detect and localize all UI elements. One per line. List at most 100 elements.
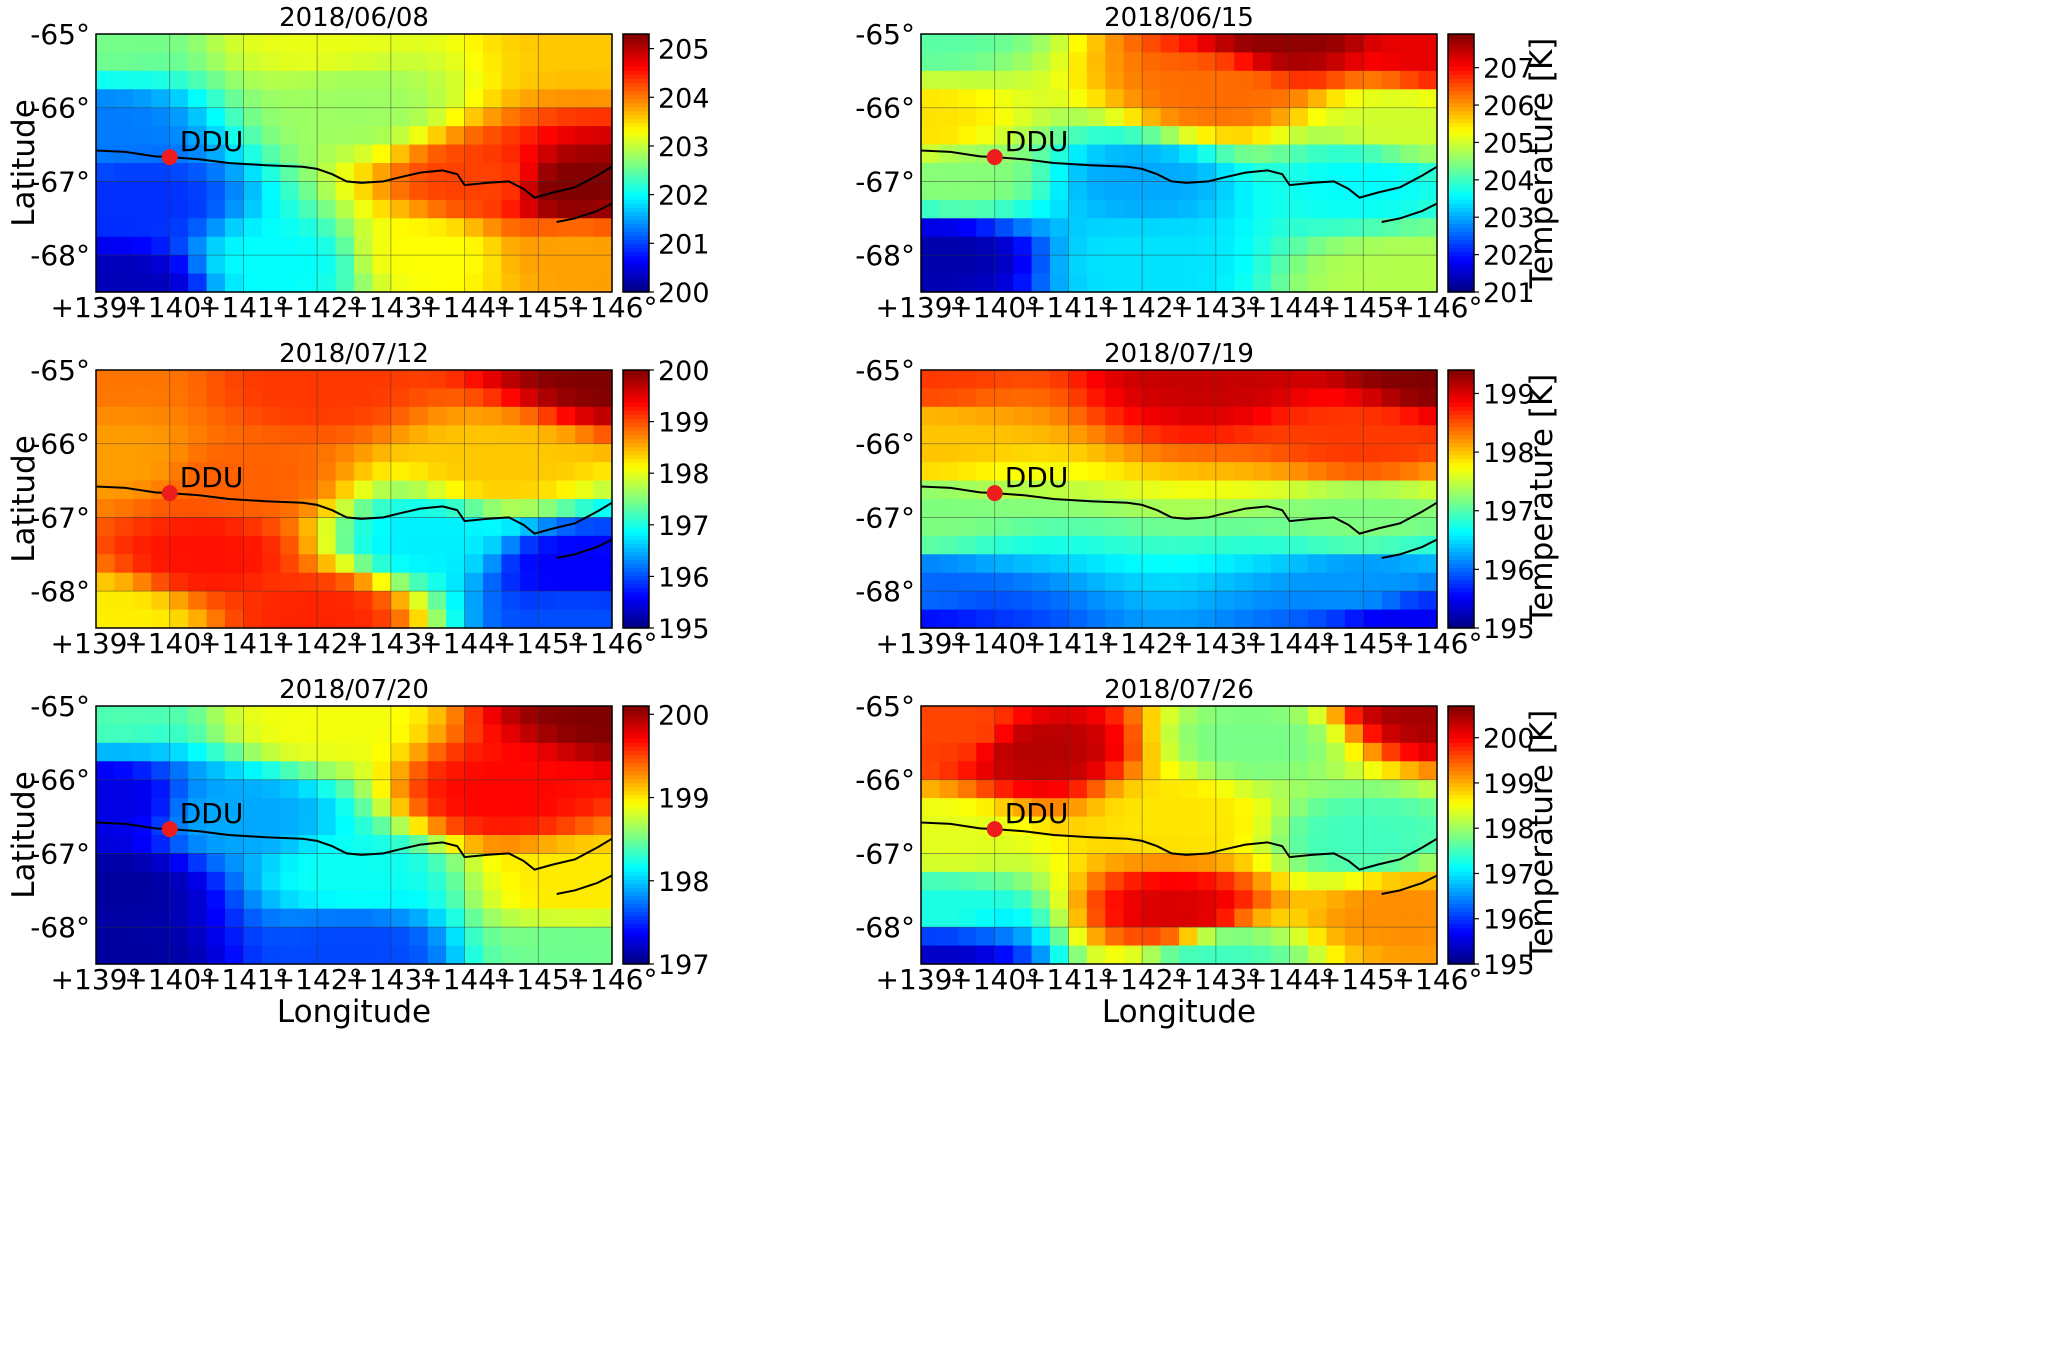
colorbar-swatch	[1448, 790, 1474, 796]
colorbar-tick-label: 197	[658, 950, 710, 981]
heatmap-cell	[1013, 908, 1033, 928]
heatmap-cell	[994, 107, 1014, 127]
colorbar-swatch	[1448, 90, 1474, 96]
heatmap-cell	[1418, 591, 1438, 611]
heatmap-cell	[188, 126, 208, 146]
heatmap-cell	[1308, 871, 1328, 891]
heatmap-cell	[1234, 724, 1254, 744]
heatmap-cell	[1050, 218, 1070, 238]
heatmap-cell	[1142, 388, 1162, 408]
heatmap-cell	[243, 779, 263, 799]
heatmap-cell	[957, 554, 977, 574]
colorbar-swatch	[1448, 402, 1474, 407]
heatmap-cell	[280, 779, 300, 799]
heatmap-cell	[1381, 798, 1401, 818]
heatmap-cell	[1326, 554, 1346, 574]
heatmap-cell	[132, 591, 152, 611]
colorbar-swatch	[623, 243, 649, 249]
heatmap-cell	[519, 706, 539, 726]
heatmap-cell	[390, 779, 410, 799]
heatmap-cell	[1308, 126, 1328, 146]
colorbar-swatch	[1448, 474, 1474, 480]
heatmap-cell	[501, 779, 521, 799]
heatmap-cell	[1400, 706, 1420, 726]
colorbar-swatch	[1448, 446, 1474, 452]
heatmap-cell	[593, 126, 613, 146]
heatmap-cell	[298, 89, 318, 109]
x-tick-label: +140°	[124, 963, 215, 996]
heatmap-cell	[446, 761, 466, 781]
heatmap-cell	[464, 927, 484, 947]
heatmap-cell	[96, 52, 116, 72]
heatmap-cell	[1418, 70, 1438, 90]
heatmap-cell	[372, 107, 392, 127]
heatmap-cell	[957, 908, 977, 928]
heatmap-cell	[390, 835, 410, 855]
heatmap-cell	[593, 34, 613, 54]
heatmap-cell	[519, 89, 539, 109]
heatmap-cell	[519, 499, 539, 519]
heatmap-cell	[1234, 908, 1254, 928]
heatmap-cell	[243, 406, 263, 426]
heatmap-cell	[298, 70, 318, 90]
map-panel-6: DDU2018/07/26-65°-66°-67°-68°+139°+140°+…	[855, 675, 1560, 1030]
colorbar-swatch	[1448, 794, 1474, 800]
heatmap-cell	[939, 871, 959, 891]
heatmap-cell	[538, 370, 558, 390]
heatmap-cell	[446, 107, 466, 127]
heatmap-cell	[1068, 761, 1088, 781]
colorbar-swatch	[1448, 871, 1474, 876]
heatmap-cell	[939, 742, 959, 762]
heatmap-cell	[556, 199, 576, 219]
heatmap-cell	[1326, 70, 1346, 90]
heatmap-cell	[132, 236, 152, 256]
heatmap-cell	[1086, 126, 1106, 146]
heatmap-cell	[298, 425, 318, 445]
heatmap-cell	[372, 199, 392, 219]
heatmap-cell	[501, 236, 521, 256]
heatmap-cell	[1123, 218, 1143, 238]
heatmap-cell	[1400, 126, 1420, 146]
heatmap-cell	[1179, 798, 1199, 818]
colorbar-swatch	[1448, 835, 1474, 840]
colorbar-swatch	[623, 615, 649, 621]
heatmap-cell	[994, 779, 1014, 799]
heatmap-cell	[1086, 144, 1106, 164]
heatmap-cell	[409, 871, 429, 891]
heatmap-cell	[372, 462, 392, 482]
plot-frame	[95, 705, 613, 965]
heatmap-cell	[1215, 52, 1235, 72]
heatmap-cell	[169, 70, 189, 90]
heatmap-cell	[243, 742, 263, 762]
heatmap-cell	[1252, 890, 1272, 910]
heatmap-cell	[206, 517, 226, 537]
heatmap-cell	[538, 52, 558, 72]
heatmap-cell	[354, 425, 374, 445]
heatmap-cell	[335, 927, 355, 947]
heatmap-cell	[317, 853, 337, 873]
heatmap-cell	[1400, 517, 1420, 537]
heatmap-cell	[1400, 835, 1420, 855]
heatmap-cell	[1197, 591, 1217, 611]
colorbar-swatch	[623, 539, 649, 544]
heatmap-cell	[1289, 908, 1309, 928]
heatmap-cell	[1289, 927, 1309, 947]
heatmap-cell	[298, 218, 318, 238]
heatmap-cell	[225, 890, 245, 910]
colorbar-swatch	[1448, 515, 1474, 520]
heatmap-cell	[1252, 126, 1272, 146]
colorbar-tick-label: 199	[658, 784, 710, 815]
heatmap-cell	[169, 255, 189, 275]
heatmap-cell	[921, 890, 941, 910]
heatmap-cell	[96, 816, 116, 836]
heatmap-cell	[114, 425, 134, 445]
heatmap-cell	[114, 34, 134, 54]
heatmap-cell	[1013, 706, 1033, 726]
heatmap-cell	[1418, 609, 1438, 629]
heatmap-cell	[1326, 199, 1346, 219]
colorbar-swatch	[1448, 826, 1474, 832]
colorbar-frame	[622, 705, 650, 965]
heatmap-cell	[1050, 908, 1070, 928]
heatmap-cell	[1381, 816, 1401, 836]
heatmap-cell	[1234, 34, 1254, 54]
